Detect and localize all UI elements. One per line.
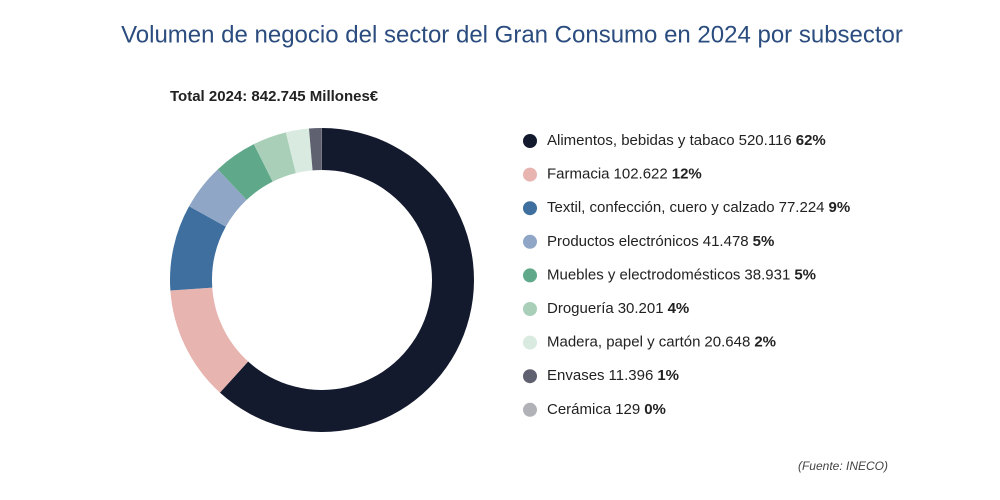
share-label: 9%	[829, 199, 851, 216]
legend-entry: Textil, confección, cuero y calzado 77.22…	[547, 199, 850, 216]
chart-subtitle: Total 2024: 842.745 Millones€	[170, 88, 379, 105]
legend-label: Textil, confección, cuero y calzado	[547, 199, 775, 216]
legend-marker	[523, 234, 537, 249]
value-label: 41.478	[703, 233, 749, 250]
value-label: 77.224	[779, 199, 825, 216]
legend-marker	[523, 134, 537, 148]
value-label: 38.931	[744, 266, 790, 283]
legend-marker	[523, 302, 537, 316]
legend-entry: Alimentos, bebidas y tabaco 520.116 62%	[547, 132, 826, 149]
legend-label: Muebles y electrodomésticos	[547, 266, 740, 283]
legend-marker	[523, 268, 537, 283]
legend-label: Cerámica	[547, 401, 612, 418]
share-label: 12%	[672, 166, 702, 183]
legend-marker	[523, 201, 537, 216]
legend-entry: Farmacia 102.622 12%	[547, 166, 702, 183]
value-label: 102.622	[614, 166, 668, 183]
legend-label: Madera, papel y cartón	[547, 334, 700, 351]
donut-slice	[170, 206, 226, 291]
legend-label: Alimentos, bebidas y tabaco	[547, 132, 735, 149]
legend-label: Envases	[547, 367, 605, 384]
donut-slice	[308, 128, 322, 171]
share-label: 1%	[657, 367, 679, 384]
legend-entry: Cerámica 129 0%	[547, 401, 666, 418]
share-label: 5%	[794, 266, 816, 283]
donut-slice	[170, 287, 249, 393]
donut-slice	[217, 144, 273, 200]
value-label: 129	[615, 401, 640, 418]
value-label: 30.201	[618, 300, 664, 317]
legend-label: Farmacia	[547, 166, 610, 183]
legend-marker	[523, 402, 537, 417]
share-label: 0%	[644, 401, 666, 418]
legend-label: Productos electrónicos	[547, 233, 699, 250]
legend-entry: Envases 11.396 1%	[547, 367, 679, 384]
chart-title: Volumen de negocio del sector del Gran C…	[121, 21, 903, 48]
donut-slice	[219, 128, 475, 432]
legend-label: Droguería	[547, 300, 614, 317]
legend-entry: Muebles y electrodomésticos 38.931 5%	[547, 266, 816, 283]
share-label: 5%	[753, 233, 775, 250]
donut-slice	[189, 169, 247, 227]
value-label: 20.648	[704, 334, 750, 351]
legend-marker	[523, 167, 537, 182]
share-label: 4%	[668, 300, 690, 317]
value-label: 11.396	[609, 367, 654, 384]
legend-entry: Productos electrónicos 41.478 5%	[547, 233, 774, 250]
donut-slice	[253, 132, 296, 182]
share-label: 62%	[796, 132, 826, 149]
value-label: 520.116	[739, 132, 792, 149]
legend-entry: Droguería 30.201 4%	[547, 300, 689, 317]
legend-entry: Madera, papel y cartón 20.648 2%	[547, 334, 776, 351]
donut-slice	[285, 128, 313, 174]
share-label: 2%	[754, 334, 776, 351]
legend-marker	[523, 335, 537, 350]
source-note: (Fuente: INECO)	[798, 459, 888, 473]
legend-marker	[523, 369, 537, 384]
